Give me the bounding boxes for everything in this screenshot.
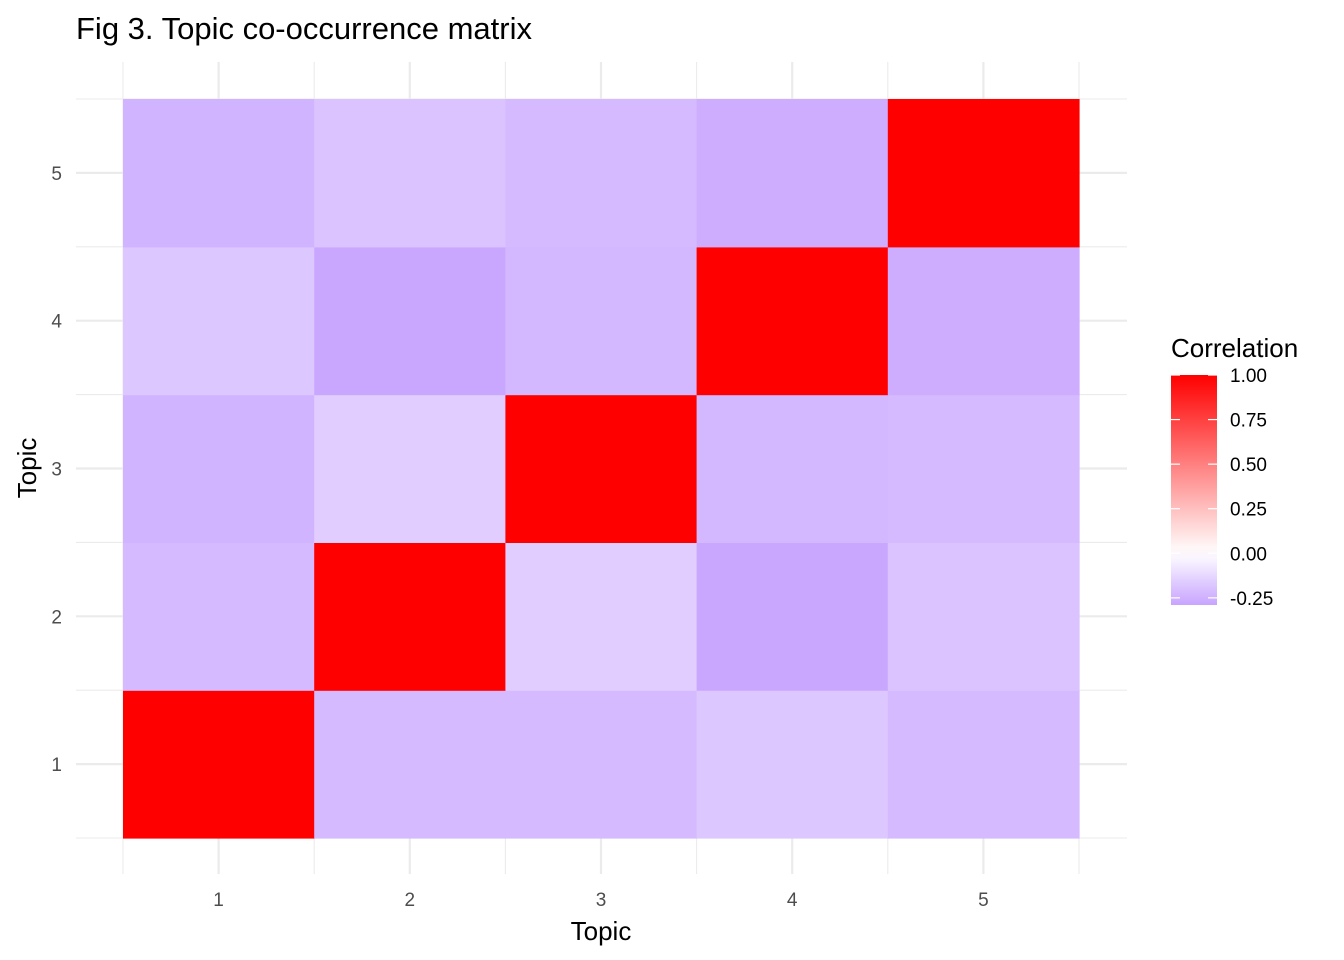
heatmap-cell-x3-y3	[505, 394, 698, 543]
heatmap-cell-x4-y4	[696, 246, 889, 396]
heatmap-cell-x1-y5	[123, 99, 315, 248]
legend-color-bar	[1171, 375, 1217, 605]
color-legend: Correlation 1.00 0.75 0.50 0.25 0.00 -0.25	[1171, 333, 1298, 610]
heatmap-cell-x5-y2	[887, 542, 1080, 691]
heatmap-cell-x3-y5	[505, 99, 698, 248]
y-tick-label: 3	[51, 460, 62, 481]
y-tick-label: 1	[51, 755, 62, 776]
heatmap-cell-x4-y1	[696, 690, 889, 839]
heatmap-cell-x2-y5	[314, 99, 506, 248]
heatmap-cell-x4-y3	[696, 394, 889, 543]
y-tick-label: 4	[51, 312, 62, 333]
legend-tick-label: 0.50	[1230, 455, 1267, 476]
x-tick-label: 2	[405, 890, 416, 911]
x-axis-title: Topic	[571, 916, 632, 946]
heatmap-cell-x4-y5	[696, 99, 889, 248]
heatmap-cell-x1-y1	[123, 690, 315, 839]
heatmap-cell-x4-y2	[696, 542, 889, 691]
legend-tick-label: -0.25	[1230, 589, 1273, 610]
legend-ticks: 1.00 0.75 0.50 0.25 0.00 -0.25	[1171, 366, 1273, 610]
heatmap-cell-x2-y3	[314, 394, 506, 543]
heatmap-cell-x1-y3	[123, 394, 315, 543]
heatmap-cell-x3-y2	[505, 542, 698, 691]
heatmap-cell-x2-y1	[314, 690, 506, 839]
heatmap-cell-x2-y2	[314, 542, 506, 691]
y-tick-label: 5	[51, 164, 62, 185]
y-axis-ticks: 1 2 3 4 5	[51, 164, 62, 776]
heatmap-cell-x1-y2	[123, 542, 315, 691]
y-tick-label: 2	[51, 607, 62, 628]
chart-title: Fig 3. Topic co-occurrence matrix	[76, 11, 532, 46]
heatmap-cell-x5-y4	[887, 246, 1080, 396]
legend-tick-label: 0.25	[1230, 500, 1267, 521]
heatmap-cell-x2-y4	[314, 246, 506, 396]
heatmap-cell-x3-y1	[505, 690, 698, 839]
legend-tick-label: 1.00	[1230, 366, 1267, 387]
legend-title: Correlation	[1171, 333, 1298, 363]
x-tick-label: 5	[978, 890, 989, 911]
heatmap-cell-x5-y5	[887, 99, 1080, 248]
x-tick-label: 1	[213, 890, 224, 911]
heatmap-tiles	[123, 99, 1080, 839]
heatmap-cell-x5-y3	[887, 394, 1080, 543]
y-axis-title: Topic	[12, 438, 42, 499]
heatmap-cell-x1-y4	[123, 246, 315, 396]
heatmap-cell-x5-y1	[887, 690, 1080, 839]
x-tick-label: 4	[787, 890, 798, 911]
x-tick-label: 3	[596, 890, 607, 911]
x-axis-ticks: 1 2 3 4 5	[213, 890, 988, 911]
heatmap-cell-x3-y4	[505, 246, 698, 396]
legend-tick-label: 0.75	[1230, 411, 1267, 432]
legend-tick-label: 0.00	[1230, 544, 1267, 565]
